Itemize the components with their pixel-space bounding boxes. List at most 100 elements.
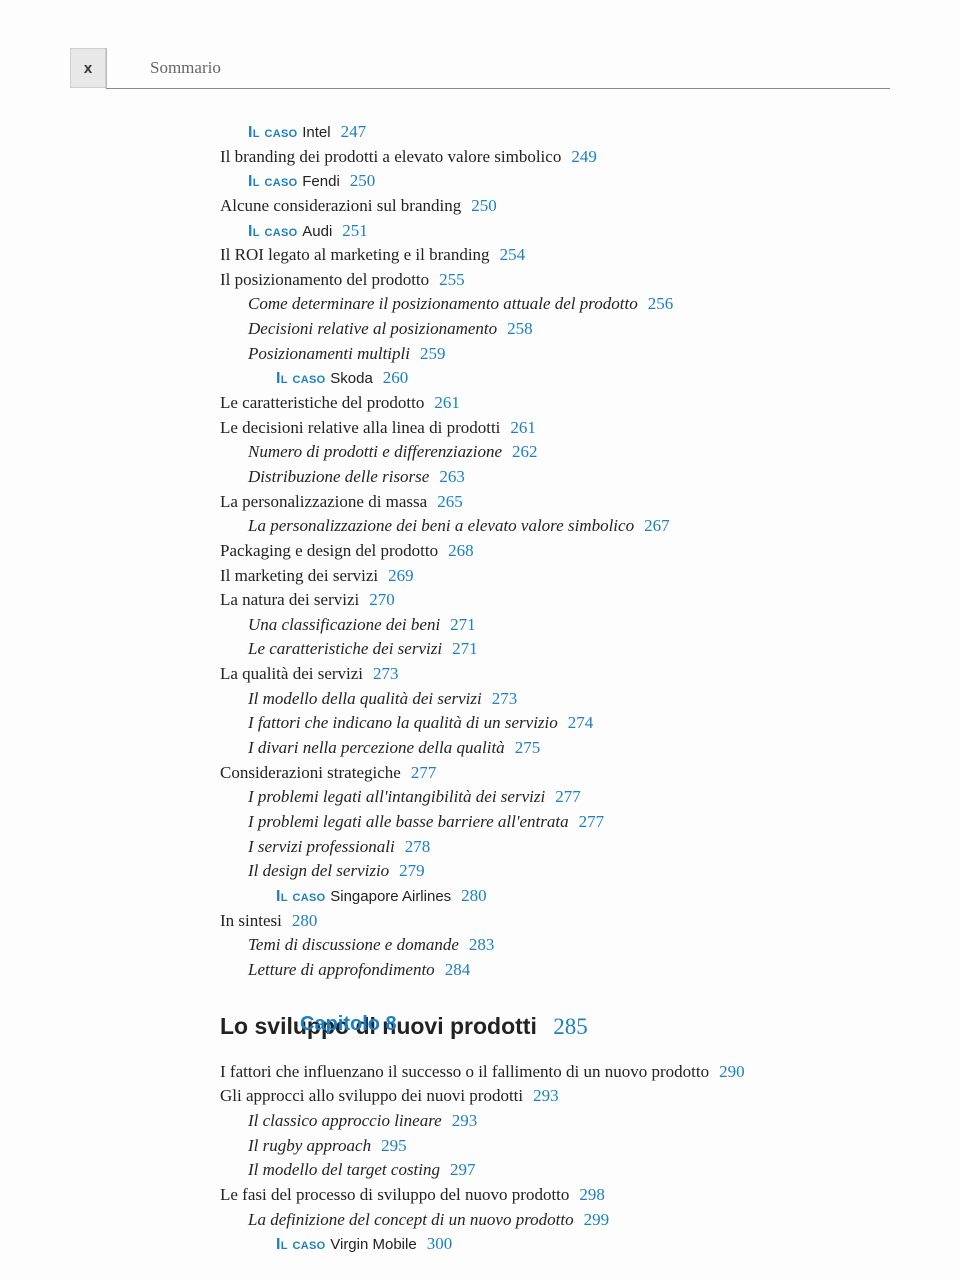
tab-rule [106, 48, 107, 88]
entry-page: 250 [350, 171, 376, 190]
entry-page: 290 [719, 1062, 745, 1081]
entry-page: 293 [452, 1111, 478, 1130]
entry-text: Come determinare il posizionamento attua… [248, 294, 638, 313]
entry-page: 273 [373, 664, 399, 683]
entry-page: 261 [434, 393, 460, 412]
toc-entry: In sintesi 280 [220, 909, 890, 934]
toc-entry: Le decisioni relative alla linea di prod… [220, 416, 890, 441]
entry-text: Il posizionamento del prodotto [220, 270, 429, 289]
caso-name: Fendi [302, 173, 340, 190]
toc-entry: Una classificazione dei beni271 [248, 613, 890, 638]
entry-page: 262 [512, 442, 538, 461]
entry-page: 258 [507, 319, 533, 338]
caso-label: Il caso [276, 1236, 330, 1253]
entry-text: Posizionamenti multipli [248, 344, 410, 363]
toc-entry: Le caratteristiche del prodotto 261 [220, 391, 890, 416]
entry-page: 268 [448, 541, 474, 560]
toc-entries: Il caso Intel247Il branding dei prodotti… [220, 120, 890, 982]
toc-entry: Le fasi del processo di sviluppo del nuo… [220, 1183, 890, 1208]
entry-page: 283 [469, 935, 495, 954]
entry-page: 280 [292, 911, 318, 930]
entry-page: 275 [515, 738, 541, 757]
toc-entry: Il design del servizio279 [248, 859, 890, 884]
entry-page: 295 [381, 1136, 407, 1155]
toc-entry: Il caso Audi251 [248, 219, 890, 244]
toc-entry: Alcune considerazioni sul branding250 [220, 194, 890, 219]
toc-entry: Il modello del target costing297 [248, 1158, 890, 1183]
entry-text: Temi di discussione e domande [248, 935, 459, 954]
entry-page: 254 [500, 245, 526, 264]
toc-entry: Packaging e design del prodotto 268 [220, 539, 890, 564]
toc-entry: Il caso Skoda260 [276, 366, 890, 391]
toc-entry: Distribuzione delle risorse263 [248, 465, 890, 490]
caso-name: Intel [302, 124, 330, 141]
toc-entry: Il caso Singapore Airlines 280 [276, 884, 890, 909]
entry-page: 277 [411, 763, 437, 782]
entry-text: Il classico approccio lineare [248, 1111, 442, 1130]
page-number-tab: x [70, 48, 106, 88]
caso-label: Il caso [276, 370, 330, 387]
toc-entry: Il branding dei prodotti a elevato valor… [220, 145, 890, 170]
entry-page: 299 [584, 1210, 610, 1229]
toc-entry: I divari nella percezione della qualità2… [248, 736, 890, 761]
toc-entry: Il classico approccio lineare 293 [248, 1109, 890, 1134]
entry-text: Il modello della qualità dei servizi [248, 689, 482, 708]
entry-page: 261 [510, 418, 536, 437]
toc-entry: Posizionamenti multipli259 [248, 342, 890, 367]
entry-text: I fattori che influenzano il successo o … [220, 1062, 709, 1081]
toc-entry: Il caso Fendi 250 [248, 169, 890, 194]
entry-page: 284 [445, 960, 471, 979]
caso-label: Il caso [276, 888, 330, 905]
toc-entry: Numero di prodotti e differenziazione262 [248, 440, 890, 465]
caso-label: Il caso [248, 124, 302, 141]
entry-text: Letture di approfondimento [248, 960, 435, 979]
caso-name: Skoda [330, 370, 373, 387]
toc-entry: La definizione del concept di un nuovo p… [248, 1208, 890, 1233]
toc-entry: Le caratteristiche dei servizi 271 [248, 637, 890, 662]
toc-entry: Il modello della qualità dei servizi273 [248, 687, 890, 712]
entry-text: I problemi legati all'intangibilità dei … [248, 787, 545, 806]
entry-page: 280 [461, 886, 487, 905]
entry-text: Le decisioni relative alla linea di prod… [220, 418, 500, 437]
caso-label: Il caso [248, 173, 302, 190]
entry-page: 297 [450, 1160, 476, 1179]
entry-text: Le caratteristiche del prodotto [220, 393, 424, 412]
entry-page: 271 [450, 615, 476, 634]
entry-text: In sintesi [220, 911, 282, 930]
running-head: Sommario [150, 58, 221, 78]
toc-entry: I servizi professionali278 [248, 835, 890, 860]
entry-page: 269 [388, 566, 414, 585]
entry-page: 267 [644, 516, 670, 535]
toc-entry: Il marketing dei servizi 269 [220, 564, 890, 589]
entry-page: 293 [533, 1086, 559, 1105]
toc-entry: I problemi legati all'intangibilità dei … [248, 785, 890, 810]
caso-label: Il caso [248, 223, 302, 240]
caso-name: Virgin Mobile [330, 1236, 416, 1253]
entry-text: I servizi professionali [248, 837, 395, 856]
toc-entry: La qualità dei servizi 273 [220, 662, 890, 687]
entry-text: Packaging e design del prodotto [220, 541, 438, 560]
entry-page: 271 [452, 639, 478, 658]
entry-text: Distribuzione delle risorse [248, 467, 429, 486]
toc-entry: Come determinare il posizionamento attua… [248, 292, 890, 317]
page-number: x [84, 60, 92, 77]
toc-entry: I fattori che influenzano il successo o … [220, 1060, 890, 1085]
entry-text: Le caratteristiche dei servizi [248, 639, 442, 658]
entry-page: 300 [427, 1234, 453, 1253]
entry-page: 277 [579, 812, 605, 831]
entry-page: 279 [399, 861, 425, 880]
entry-text: La qualità dei servizi [220, 664, 363, 683]
entry-page: 249 [571, 147, 597, 166]
toc-entry: La natura dei servizi270 [220, 588, 890, 613]
entry-text: Il marketing dei servizi [220, 566, 378, 585]
toc-entry: I fattori che indicano la qualità di un … [248, 711, 890, 736]
toc-entry: La personalizzazione dei beni a elevato … [248, 514, 890, 539]
entry-page: 251 [342, 221, 368, 240]
entry-page: 250 [471, 196, 497, 215]
toc-entry: Considerazioni strategiche277 [220, 761, 890, 786]
chapter-heading-row: Capitolo 8 Lo sviluppo di nuovi prodotti… [220, 1010, 890, 1043]
entry-page: 255 [439, 270, 465, 289]
entry-text: La personalizzazione dei beni a elevato … [248, 516, 634, 535]
entry-page: 270 [369, 590, 395, 609]
caso-name: Singapore Airlines [330, 888, 451, 905]
